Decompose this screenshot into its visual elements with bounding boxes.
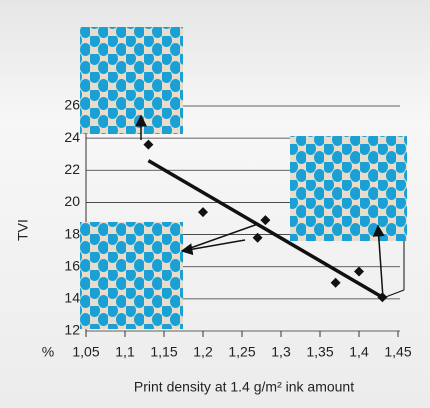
point	[143, 139, 154, 150]
point	[354, 266, 364, 277]
y-tick-label: 22	[64, 161, 80, 177]
y-tick-label: 16	[64, 257, 80, 273]
x-tick-label: 1,3	[271, 344, 291, 360]
halftone-image	[290, 136, 407, 241]
y-tick-label: 20	[64, 193, 80, 209]
y-axis-label: TVI	[15, 219, 31, 241]
x-tick-label: 1,25	[228, 344, 255, 360]
x-tick-label: 1,2	[193, 344, 213, 360]
x-axis-label: Print density at 1.4 g/m² ink amount	[134, 379, 354, 395]
halftone-image	[80, 222, 183, 329]
arrow	[382, 289, 405, 299]
arrow	[181, 223, 259, 252]
y-tick-label: 24	[64, 129, 80, 145]
point	[260, 215, 271, 226]
x-tick-label: 1,1	[115, 344, 135, 360]
arrow	[180, 239, 246, 256]
point	[198, 207, 208, 218]
x-tick-label: 1,05	[72, 344, 99, 360]
x-tick-label: 1,15	[150, 344, 177, 360]
insets	[80, 27, 407, 329]
x-tick-label: 1,4	[349, 344, 369, 360]
trend-line	[147, 159, 384, 299]
arrow	[372, 224, 385, 299]
y-tick-label: 12	[64, 322, 80, 338]
unit-label: %	[42, 344, 54, 360]
point	[252, 232, 263, 243]
y-tick-label: 14	[64, 290, 80, 306]
y-tick-label: 18	[64, 225, 80, 241]
x-tick-label: 1,35	[306, 344, 333, 360]
x-tick-label: 1,45	[384, 344, 411, 360]
halftone-image	[80, 27, 183, 134]
y-tick-label: 26	[64, 97, 80, 113]
point	[330, 277, 341, 288]
